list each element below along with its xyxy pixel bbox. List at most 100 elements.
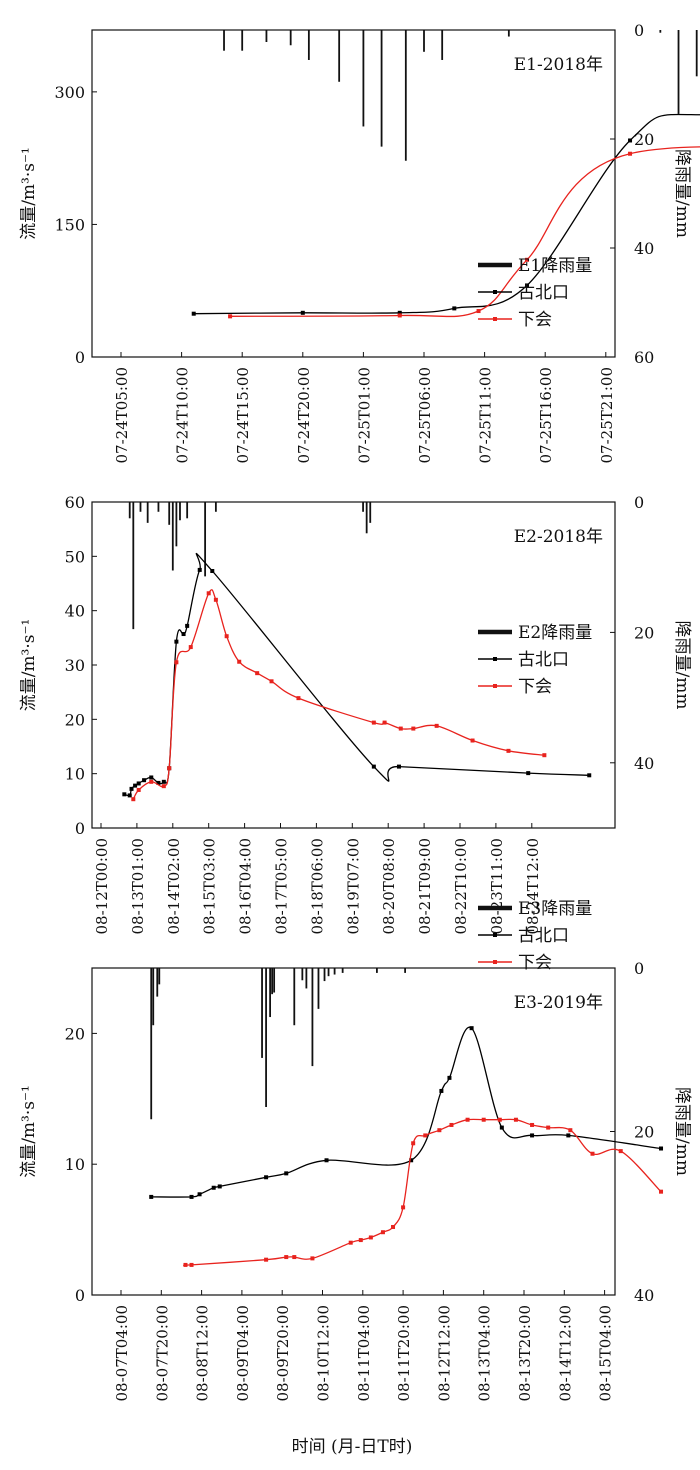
x-tick-label: 08-12T12:00 <box>435 1305 453 1401</box>
x-tick-label: 07-25T01:00 <box>355 367 373 463</box>
series-marker <box>210 569 215 574</box>
legend-label: E3降雨量 <box>518 899 592 919</box>
x-tick-label: 08-11T04:00 <box>355 1305 373 1401</box>
x-tick-label: 08-15T03:00 <box>201 838 219 934</box>
legend-label: E1降雨量 <box>518 256 592 276</box>
x-tick-label: 07-24T05:00 <box>113 367 131 463</box>
series-marker <box>391 1224 396 1229</box>
x-tick-label: 07-24T10:00 <box>174 367 192 463</box>
series-marker <box>628 138 633 143</box>
x-tick-label: 08-10T12:00 <box>315 1305 333 1401</box>
series-marker <box>618 1149 623 1154</box>
series-marker <box>133 783 138 788</box>
series-marker <box>469 1026 474 1031</box>
series-marker <box>476 309 481 314</box>
series-marker <box>156 780 161 785</box>
y2-axis-label: 降雨量/mm <box>672 621 692 710</box>
y2-tick-label: 40 <box>634 1286 654 1305</box>
legend-marker <box>493 684 497 688</box>
x-tick-label: 07-25T11:00 <box>477 367 495 463</box>
x-tick-label: 08-20T08:00 <box>380 838 398 934</box>
series-marker <box>513 1117 518 1122</box>
chart-title: E1-2018年 <box>514 55 603 75</box>
x-tick-label: 08-09T20:00 <box>274 1305 292 1401</box>
series-marker <box>530 1133 535 1138</box>
y2-tick-label: 20 <box>634 1123 654 1142</box>
series-marker <box>237 659 242 664</box>
chart-panel-1: 0 150 300 0 20 40 60 07-24T05:00 07-24T10:00 07-2… <box>19 21 700 463</box>
x-tick-label: 08-16T04:00 <box>237 838 255 934</box>
y-tick-label: 60 <box>65 493 85 512</box>
x-tick-label: 08-08T12:00 <box>194 1305 212 1401</box>
y-tick-label: 0 <box>75 1286 85 1305</box>
series-marker <box>397 313 402 318</box>
series-marker <box>371 720 376 725</box>
x-tick-label: 08-12T00:00 <box>93 838 111 934</box>
x-tick-label: 08-11T20:00 <box>395 1305 413 1401</box>
legend-marker <box>493 933 497 937</box>
series-marker <box>358 1238 363 1243</box>
series-marker <box>136 787 141 792</box>
y-tick-label: 20 <box>65 1024 85 1043</box>
series-marker <box>409 1158 414 1163</box>
y2-axis-label: 降雨量/mm <box>672 1087 692 1176</box>
series-marker <box>167 766 172 771</box>
legend-marker <box>493 290 497 294</box>
legend-label: E2降雨量 <box>518 623 592 643</box>
y2-tick-label: 20 <box>634 623 654 642</box>
series-marker <box>348 1240 353 1245</box>
series-marker <box>224 634 229 639</box>
series-marker <box>174 660 179 665</box>
series-marker <box>324 1158 329 1163</box>
series-marker <box>161 784 166 789</box>
series-marker <box>380 1230 385 1235</box>
x-tick-label: 07-24T20:00 <box>295 367 313 463</box>
series-marker <box>292 1255 297 1260</box>
x-tick-label: 08-07T04:00 <box>113 1305 131 1401</box>
series-marker <box>122 792 127 797</box>
series-marker <box>264 1175 269 1180</box>
x-tick-label: 08-24T12:00 <box>524 838 542 934</box>
series-marker <box>659 1189 664 1194</box>
series-marker <box>525 283 530 288</box>
y-tick-label: 10 <box>65 1155 85 1174</box>
y2-tick-label: 40 <box>634 239 654 258</box>
legend-label: 下会 <box>518 953 552 973</box>
series-marker <box>499 1125 504 1130</box>
series-marker <box>452 306 457 311</box>
series-marker <box>423 1133 428 1138</box>
series-marker <box>255 671 260 676</box>
y-axis-label: 流量/m³·s⁻¹ <box>19 1085 39 1178</box>
y2-tick-label: 60 <box>634 348 654 367</box>
series-marker <box>566 1133 571 1138</box>
series-marker <box>284 1171 289 1176</box>
series-marker <box>411 1141 416 1146</box>
series-marker <box>211 1185 216 1190</box>
plot-frame <box>91 967 616 1296</box>
series-marker <box>411 726 416 731</box>
series-marker <box>136 781 141 786</box>
x-tick-label: 08-13T01:00 <box>129 838 147 934</box>
series-marker <box>296 696 301 701</box>
chart-title: E2-2018年 <box>514 527 603 547</box>
chart-panel-3: 0 10 20 0 20 40 08-07T04:00 08-07T20:00 08-08T12… <box>19 899 692 1401</box>
y-tick-label: 30 <box>65 656 85 675</box>
x-axis-label-common: 时间 (月-日T时) <box>292 1437 413 1457</box>
series-marker <box>465 1117 470 1122</box>
x-tick-label: 07-24T15:00 <box>234 367 252 463</box>
series-marker <box>396 764 401 769</box>
series-marker <box>497 1117 502 1122</box>
x-tick-label: 08-17T05:00 <box>273 838 291 934</box>
y2-axis-label: 降雨量/mm <box>672 149 692 238</box>
series-marker <box>191 311 196 316</box>
y-tick-label: 10 <box>65 765 85 784</box>
legend-label: 古北口 <box>518 283 569 303</box>
series-marker <box>525 257 530 262</box>
series-marker <box>217 1184 222 1189</box>
series-marker <box>546 1125 551 1130</box>
legend-label: 古北口 <box>518 650 569 670</box>
y2-tick-label: 40 <box>634 754 654 773</box>
series-marker <box>149 775 154 780</box>
series-marker <box>382 720 387 725</box>
